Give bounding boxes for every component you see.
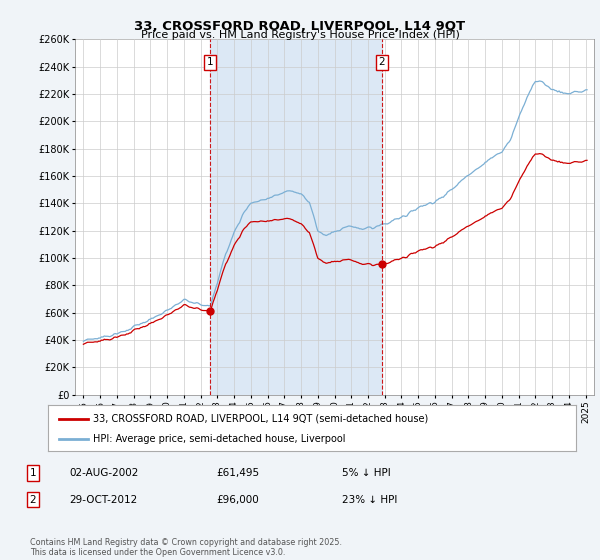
- Text: Price paid vs. HM Land Registry's House Price Index (HPI): Price paid vs. HM Land Registry's House …: [140, 30, 460, 40]
- Text: 2: 2: [379, 57, 385, 67]
- Text: 33, CROSSFORD ROAD, LIVERPOOL, L14 9QT: 33, CROSSFORD ROAD, LIVERPOOL, L14 9QT: [134, 20, 466, 32]
- Text: 1: 1: [29, 468, 37, 478]
- Text: £61,495: £61,495: [216, 468, 259, 478]
- Text: Contains HM Land Registry data © Crown copyright and database right 2025.
This d: Contains HM Land Registry data © Crown c…: [30, 538, 342, 557]
- Text: £96,000: £96,000: [216, 494, 259, 505]
- Text: HPI: Average price, semi-detached house, Liverpool: HPI: Average price, semi-detached house,…: [93, 435, 346, 444]
- Text: 29-OCT-2012: 29-OCT-2012: [69, 494, 137, 505]
- Text: 2: 2: [29, 494, 37, 505]
- Text: 33, CROSSFORD ROAD, LIVERPOOL, L14 9QT (semi-detached house): 33, CROSSFORD ROAD, LIVERPOOL, L14 9QT (…: [93, 414, 428, 424]
- Text: 02-AUG-2002: 02-AUG-2002: [69, 468, 139, 478]
- Text: 1: 1: [207, 57, 214, 67]
- Text: 23% ↓ HPI: 23% ↓ HPI: [342, 494, 397, 505]
- Text: 5% ↓ HPI: 5% ↓ HPI: [342, 468, 391, 478]
- Bar: [210, 39, 382, 395]
